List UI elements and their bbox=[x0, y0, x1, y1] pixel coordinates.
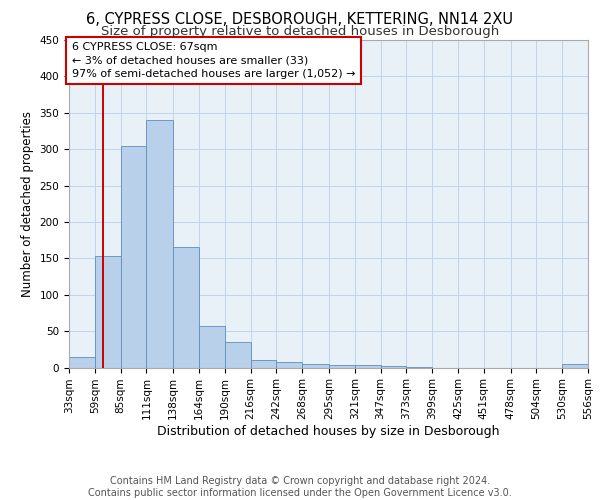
Bar bbox=[329, 366, 355, 368]
Text: 6, CYPRESS CLOSE, DESBOROUGH, KETTERING, NN14 2XU: 6, CYPRESS CLOSE, DESBOROUGH, KETTERING,… bbox=[86, 12, 514, 28]
Bar bbox=[562, 364, 588, 368]
Bar bbox=[406, 367, 432, 368]
Bar bbox=[146, 120, 173, 368]
Bar bbox=[302, 364, 329, 368]
Y-axis label: Number of detached properties: Number of detached properties bbox=[21, 111, 34, 296]
Text: Size of property relative to detached houses in Desborough: Size of property relative to detached ho… bbox=[101, 25, 499, 38]
Bar bbox=[199, 326, 225, 368]
Bar bbox=[380, 366, 406, 368]
Bar bbox=[251, 360, 277, 368]
Bar bbox=[69, 356, 95, 368]
Bar bbox=[277, 362, 302, 368]
Bar bbox=[225, 342, 251, 367]
Text: 6 CYPRESS CLOSE: 67sqm
← 3% of detached houses are smaller (33)
97% of semi-deta: 6 CYPRESS CLOSE: 67sqm ← 3% of detached … bbox=[72, 42, 355, 78]
Bar bbox=[355, 366, 380, 368]
Bar bbox=[95, 256, 121, 368]
Text: Contains HM Land Registry data © Crown copyright and database right 2024.
Contai: Contains HM Land Registry data © Crown c… bbox=[88, 476, 512, 498]
Bar bbox=[173, 248, 199, 368]
Bar bbox=[121, 146, 146, 368]
X-axis label: Distribution of detached houses by size in Desborough: Distribution of detached houses by size … bbox=[157, 425, 500, 438]
